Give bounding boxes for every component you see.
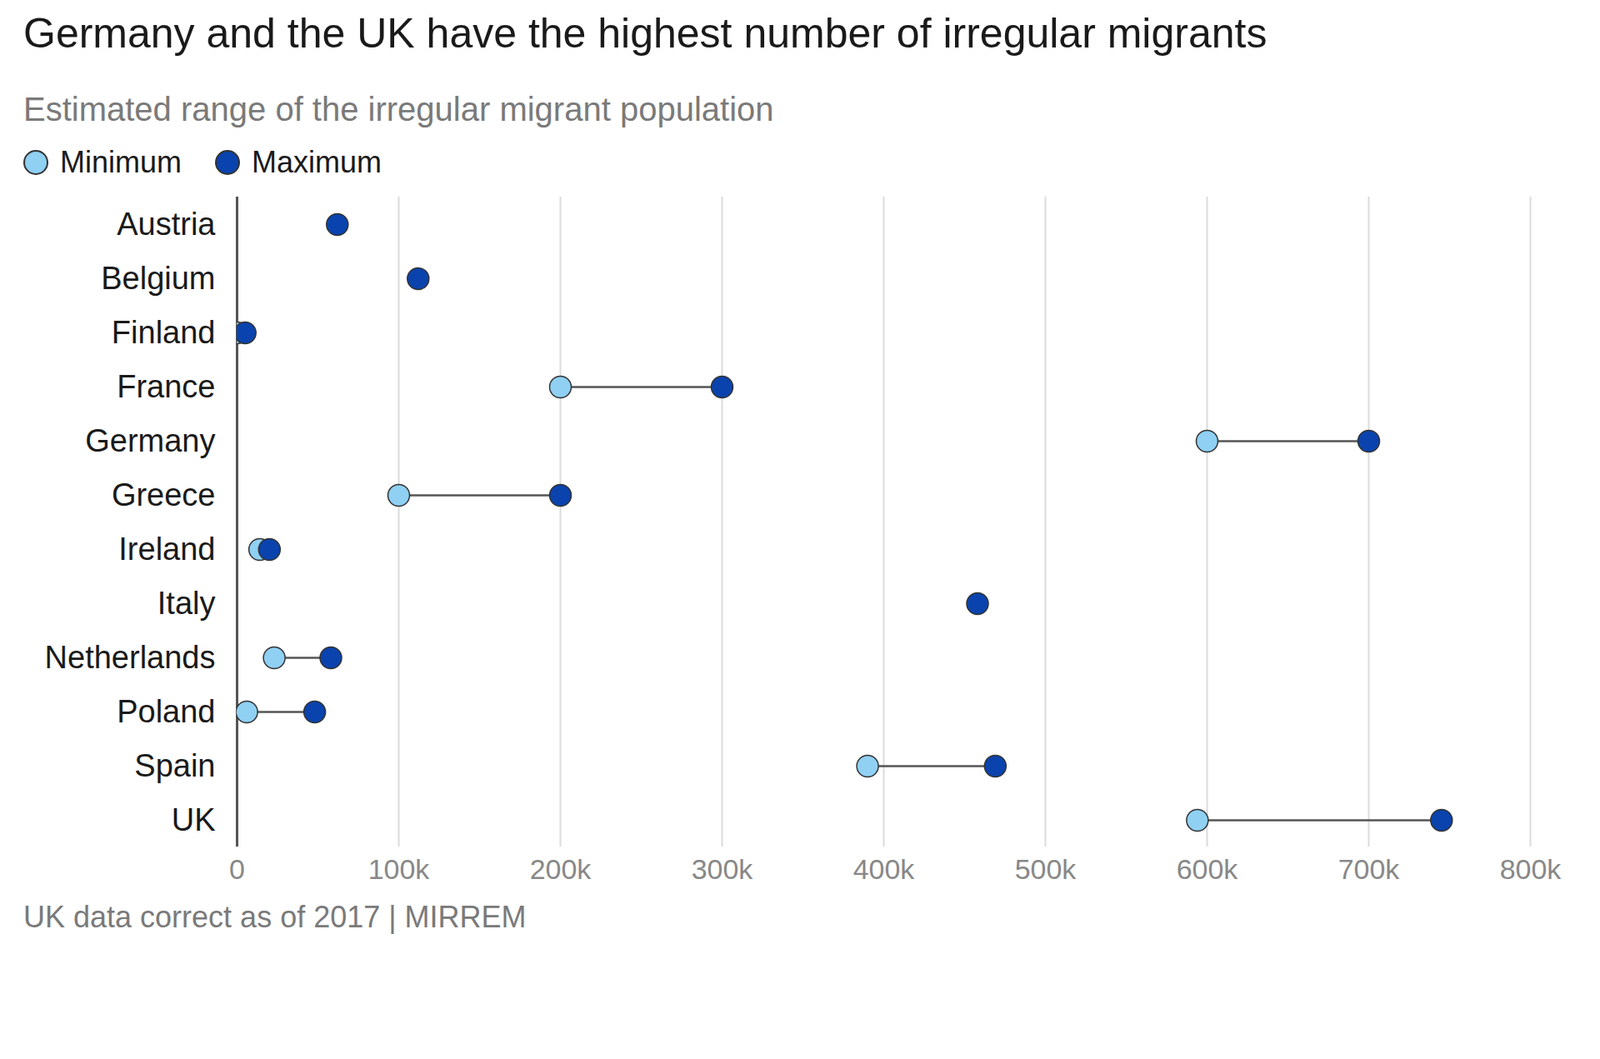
svg-text:Belgium: Belgium [100, 260, 215, 296]
html-text:Estimated range of the irregul: Estimated range of the irregular migrant… [23, 90, 774, 128]
svg-text:Germany: Germany [85, 423, 215, 459]
svg-text:France: France [116, 369, 215, 405]
html-text:Germany and the UK have the hi: Germany and the UK have the highest numb… [23, 10, 1267, 57]
svg-text:0: 0 [229, 853, 245, 885]
svg-text:Ireland: Ireland [118, 531, 215, 567]
svg-text:500k: 500k [1015, 853, 1078, 885]
svg-text:600k: 600k [1176, 853, 1240, 885]
svg-text:Finland: Finland [111, 315, 216, 350]
svg-text:Netherlands: Netherlands [45, 640, 216, 675]
html-text:Minimum: Minimum [60, 145, 182, 180]
svg-text:Austria: Austria [116, 206, 216, 242]
svg-text:Greece: Greece [111, 477, 216, 513]
html-text:UK data correct as of 2017 | M: UK data correct as of 2017 | MIRREM [23, 900, 527, 935]
html-text:Maximum: Maximum [251, 145, 382, 180]
svg-text:800k: 800k [1500, 853, 1563, 885]
svg-text:300k: 300k [691, 853, 755, 885]
svg-text:200k: 200k [530, 853, 593, 885]
svg-text:Spain: Spain [134, 748, 215, 784]
svg-text:UK: UK [171, 802, 216, 838]
svg-text:700k: 700k [1338, 853, 1401, 885]
svg-text:Poland: Poland [116, 694, 215, 730]
svg-text:Italy: Italy [157, 585, 216, 621]
svg-text:100k: 100k [368, 853, 431, 885]
svg-text:400k: 400k [853, 853, 916, 885]
